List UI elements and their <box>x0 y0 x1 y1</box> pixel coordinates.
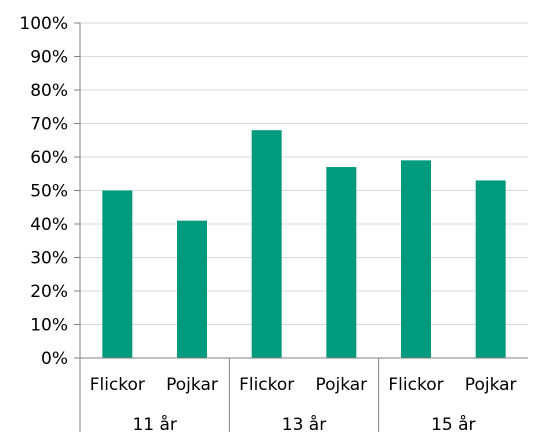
y-axis: 0% 10% 20% 30% 40% 50% 60% 70% 80% 90% 100% <box>19 14 81 369</box>
bar-15-år-pojkar <box>475 180 506 358</box>
bar-13-år-pojkar <box>326 167 357 358</box>
y-tick-label: 100% <box>19 14 68 34</box>
x-group-label: 11 år <box>132 414 176 432</box>
bars <box>102 130 506 358</box>
y-tick-label: 30% <box>30 249 68 269</box>
y-tick-label: 90% <box>30 48 68 68</box>
y-tick-label: 60% <box>30 148 68 168</box>
bar-15-år-flickor <box>401 160 431 358</box>
y-tick-label: 10% <box>30 316 68 336</box>
y-tick-label: 40% <box>30 215 68 235</box>
y-tick-label: 50% <box>30 182 68 202</box>
bar-11-år-pojkar <box>177 220 207 358</box>
x-group-label: 15 år <box>431 414 475 432</box>
gridlines <box>80 22 528 325</box>
x-category-label: Flickor <box>90 375 145 395</box>
bar-13-år-flickor <box>251 130 282 358</box>
x-category-label: Pojkar <box>166 375 218 395</box>
y-tick-label: 70% <box>30 115 68 135</box>
x-category-label: Pojkar <box>315 375 367 395</box>
y-tick-label: 80% <box>30 81 68 101</box>
y-tick-label: 20% <box>30 282 68 302</box>
x-category-label: Flickor <box>239 375 294 395</box>
bar-11-år-flickor <box>102 190 133 358</box>
x-category-label: Flickor <box>388 375 443 395</box>
x-group-label: 13 år <box>282 414 326 432</box>
x-axis: Flickor Pojkar Flickor Pojkar Flickor Pojkar 1… <box>79 357 528 432</box>
x-category-label: Pojkar <box>465 375 517 395</box>
y-tick-label: 0% <box>41 349 68 369</box>
